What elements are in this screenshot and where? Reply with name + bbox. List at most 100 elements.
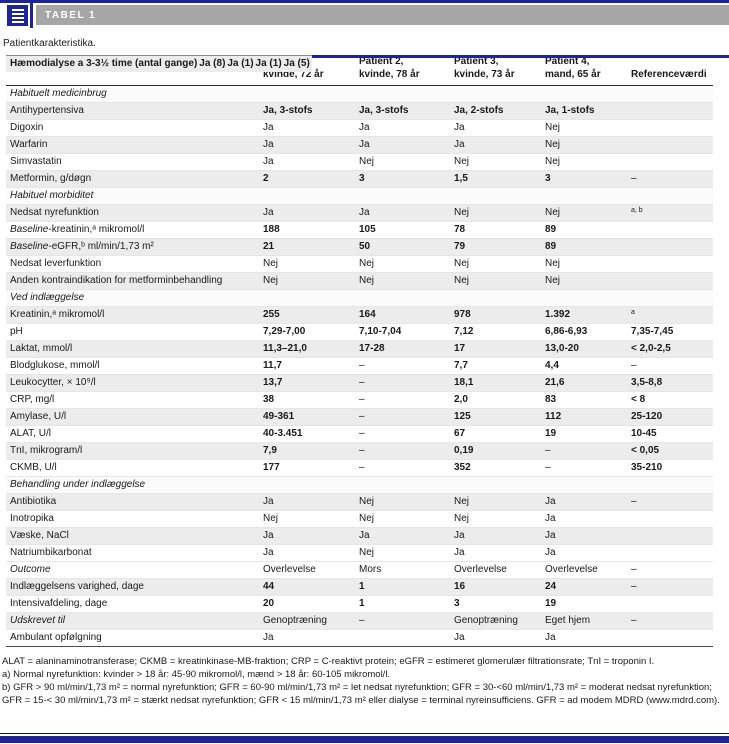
cell-value bbox=[629, 595, 713, 613]
column-header-reference: Referenceværdi bbox=[629, 55, 713, 86]
table-body: Habituelt medicinbrug Antihypertensiva Ja,… bbox=[6, 55, 729, 647]
row-label: Kreatinin,ᵃ mikromol/l bbox=[6, 306, 261, 324]
cell-value: Ja (1) bbox=[225, 55, 254, 72]
cell-value: 7,29-7,00 bbox=[261, 323, 357, 341]
cell-value: Ja bbox=[543, 527, 629, 545]
cell-value: Ja, 2-stofs bbox=[452, 102, 543, 120]
cell-value: 188 bbox=[261, 221, 357, 239]
cell-value: Ja bbox=[452, 629, 543, 647]
table-row: CKMB, U/l 177–352–35-210 bbox=[6, 459, 713, 477]
table-row: Antihypertensiva Ja, 3-stofs Ja, 3-stofs Ja… bbox=[6, 102, 713, 120]
patient-1-subtitle: kvinde, 72 år bbox=[263, 69, 324, 80]
cell-value: Ja bbox=[452, 136, 543, 154]
table-row: Ambulant opfølgning Ja Ja Ja bbox=[6, 629, 713, 647]
cell-value: 6,86-6,93 bbox=[543, 323, 629, 341]
cell-value: Nej bbox=[357, 255, 452, 273]
table-row: Hæmodialyse a 3-3½ time (antal gange) Ja … bbox=[6, 55, 729, 72]
title-bar: TABEL 1 bbox=[36, 5, 729, 25]
footnotes: ALAT = alaninaminotransferase; CKMB = kr… bbox=[2, 655, 727, 707]
cell-value: 79 bbox=[452, 238, 543, 256]
cell-value: 10-45 bbox=[629, 425, 713, 443]
cell-value: Nej bbox=[452, 510, 543, 528]
table-row: Intensivafdeling, dage 20 1 3 19 bbox=[6, 595, 713, 613]
table-row: Kreatinin,ᵃ mikromol/l 255 164 978 1.392 a bbox=[6, 306, 713, 324]
cell-value: 112 bbox=[543, 408, 629, 426]
cell-value bbox=[629, 255, 713, 273]
cell-value: – bbox=[629, 561, 713, 579]
cell-value: Nej bbox=[543, 153, 629, 171]
cell-value: 24 bbox=[543, 578, 629, 596]
cell-value bbox=[629, 629, 713, 647]
cell-value bbox=[629, 102, 713, 120]
cell-value: 1.392 bbox=[543, 306, 629, 324]
column-header-patient-2: Patient 2, kvinde, 78 år bbox=[357, 55, 452, 86]
cell-value: 164 bbox=[357, 306, 452, 324]
cell-value: – bbox=[629, 357, 713, 375]
cell-value: – bbox=[357, 459, 452, 477]
cell-value: Genoptræning bbox=[261, 612, 357, 630]
cell-value: 978 bbox=[452, 306, 543, 324]
cell-value: 19 bbox=[543, 595, 629, 613]
row-label: Hæmodialyse a 3-3½ time (antal gange) bbox=[6, 55, 198, 72]
cell-value: 35-210 bbox=[629, 459, 713, 477]
cell-value: Overlevelse bbox=[452, 561, 543, 579]
cell-value: Ja bbox=[543, 544, 629, 561]
cell-value: Ja bbox=[261, 544, 357, 561]
cell-value: 50 bbox=[357, 238, 452, 256]
cell-value: – bbox=[357, 425, 452, 443]
cell-value: Nej bbox=[357, 153, 452, 171]
cell-value: – bbox=[629, 578, 713, 596]
cell-value: 49-361 bbox=[261, 408, 357, 426]
cell-value: 25-120 bbox=[629, 408, 713, 426]
table-row: Nedsat nyrefunktion Ja Ja Nej Nej a, b bbox=[6, 204, 713, 222]
cell-value: – bbox=[357, 442, 452, 460]
cell-value: Ja bbox=[357, 119, 452, 137]
patient-3-title: Patient 3, bbox=[454, 56, 499, 67]
cell-value: 18,1 bbox=[452, 374, 543, 392]
cell-value: 7,9 bbox=[261, 442, 357, 460]
cell-value: 7,35-7,45 bbox=[629, 323, 713, 341]
cell-value: 1,5 bbox=[452, 170, 543, 188]
cell-value: Ja bbox=[261, 629, 357, 647]
cell-value bbox=[629, 238, 713, 256]
table-row: Amylase, U/l 49-361–125 112 25-120 bbox=[6, 408, 713, 426]
cell-value: – bbox=[629, 493, 713, 511]
row-label: Intensivafdeling, dage bbox=[6, 595, 261, 613]
table-header-bar: TABEL 1 bbox=[0, 0, 729, 28]
table-row: Baseline-eGFR,ᵇ ml/min/1,73 m² 21 50 79 89 bbox=[6, 238, 713, 256]
cell-value: 255 bbox=[261, 306, 357, 324]
row-label: Antihypertensiva bbox=[6, 102, 261, 120]
cell-value: 1 bbox=[357, 578, 452, 596]
cell-value: 83 bbox=[543, 391, 629, 409]
column-header-patient-3: Patient 3, kvinde, 73 år bbox=[452, 55, 543, 86]
table-row: Outcome Overlevelse Mors Overlevelse Overlev… bbox=[6, 561, 713, 579]
cell-value bbox=[629, 510, 713, 528]
bottom-thin-rule bbox=[0, 733, 729, 734]
table-row: Baseline-kreatinin,ᵃ mikromol/l 188 105 78 8… bbox=[6, 221, 713, 239]
table-row: Metformin, g/døgn 2 3 1,5 3– bbox=[6, 170, 713, 188]
table-row: Laktat, mmol/l 11,3–21,0 17-28 17 13,0-20 < 2… bbox=[6, 340, 713, 358]
cell-value bbox=[629, 221, 713, 239]
row-label: Outcome bbox=[6, 561, 261, 579]
cell-value: – bbox=[357, 408, 452, 426]
cell-value: Ja bbox=[261, 204, 357, 222]
cell-value: Mors bbox=[357, 561, 452, 579]
cell-value: 17 bbox=[452, 340, 543, 358]
cell-value: 125 bbox=[452, 408, 543, 426]
table-row: Simvastatin Ja Nej Nej Nej bbox=[6, 153, 713, 171]
table-row: Leukocytter, × 10⁹/l 13,7–18,1 21,6 3,5-8,8 bbox=[6, 374, 713, 392]
table-caption: Patientkarakteristika. bbox=[3, 38, 96, 49]
cell-value: 7,7 bbox=[452, 357, 543, 375]
row-label: CRP, mg/l bbox=[6, 391, 261, 409]
section-row: Ved indlæggelse bbox=[6, 289, 713, 307]
cell-value: Ja bbox=[261, 493, 357, 511]
cell-value: 0,19 bbox=[452, 442, 543, 460]
cell-value: – bbox=[543, 459, 629, 477]
row-label: Nedsat leverfunktion bbox=[6, 255, 261, 273]
row-label: Blodglukose, mmol/l bbox=[6, 357, 261, 375]
cell-value: Nej bbox=[261, 510, 357, 528]
row-label: Natriumbikarbonat bbox=[6, 544, 261, 561]
top-rule bbox=[0, 0, 729, 3]
cell-value: a bbox=[629, 306, 713, 324]
patient-4-subtitle: mand, 65 år bbox=[545, 69, 601, 80]
